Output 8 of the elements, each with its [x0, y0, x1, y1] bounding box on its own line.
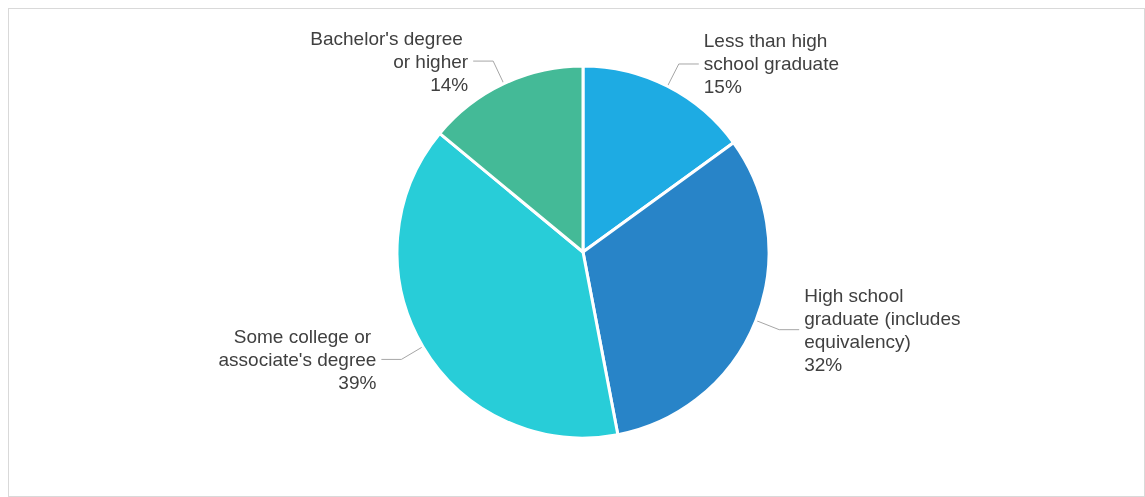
slice-label: Bachelor's degree or higher [310, 27, 469, 72]
data-label: 39% [338, 371, 377, 393]
data-label: 15% [703, 76, 742, 98]
data-label: 32% [804, 353, 843, 375]
slice-label: Some college or associate's degree [218, 325, 377, 370]
slice-label: High school graduate (includes equivalency) [804, 284, 966, 352]
slice-label: Less than high school graduate [703, 30, 840, 75]
data-label: 14% [430, 73, 469, 95]
